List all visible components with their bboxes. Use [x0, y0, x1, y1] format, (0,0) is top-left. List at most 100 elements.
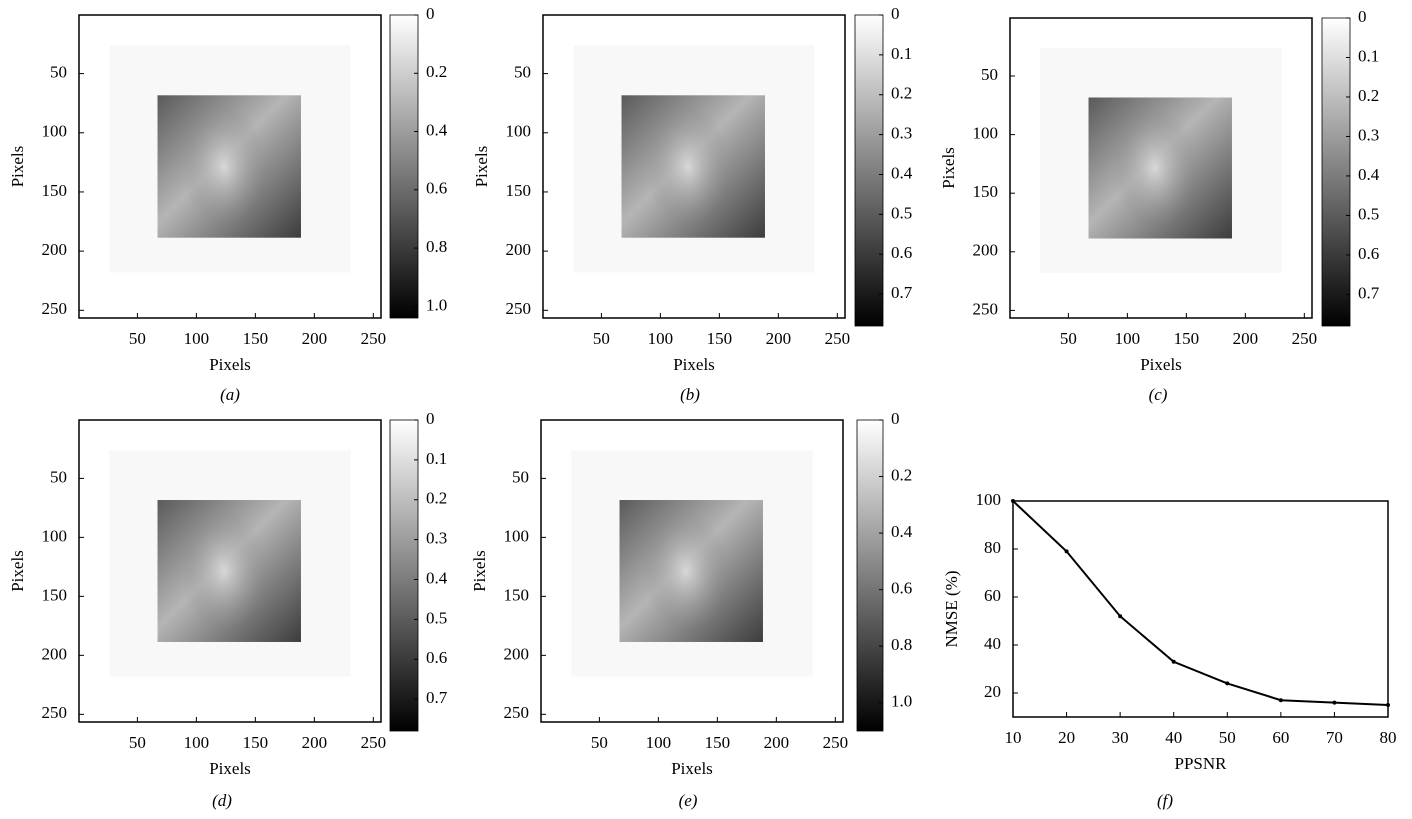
y-tick-label: 100 — [42, 122, 68, 141]
colorbar-tick-label: 0 — [891, 409, 900, 428]
x-tick-label: 50 — [591, 733, 608, 752]
x-axis-label: Pixels — [209, 355, 251, 374]
face-highlight — [645, 105, 731, 228]
x-tick-label: 200 — [302, 733, 328, 752]
y-tick-label: 100 — [504, 526, 530, 545]
x-tick-label: 20 — [1058, 728, 1075, 747]
x-axis-label: PPSNR — [1175, 754, 1228, 773]
colorbar-tick-label: 0.7 — [426, 688, 448, 707]
x-tick-label: 100 — [646, 733, 672, 752]
colorbar-tick-label: 0.1 — [426, 449, 447, 468]
face-highlight — [181, 510, 267, 632]
y-tick-label: 150 — [506, 181, 532, 200]
y-tick-label: 100 — [976, 490, 1002, 509]
y-tick-label: 200 — [42, 644, 68, 663]
colorbar-tick-label: 0.3 — [426, 529, 447, 548]
colorbar-tick-label: 0.2 — [891, 465, 912, 484]
x-axis-label: Pixels — [1140, 355, 1182, 374]
x-tick-label: 50 — [1060, 329, 1077, 348]
colorbar-tick-label: 0.5 — [426, 608, 447, 627]
colorbar-tick-label: 0.2 — [426, 62, 447, 81]
x-axis-label: Pixels — [209, 759, 251, 778]
y-tick-label: 250 — [504, 703, 530, 722]
colorbar-tick-label: 0.6 — [426, 648, 447, 667]
face-highlight — [643, 510, 729, 632]
x-tick-label: 150 — [243, 329, 269, 348]
colorbar — [856, 419, 884, 732]
y-tick-label: 50 — [514, 62, 531, 81]
y-tick-label: 50 — [50, 467, 67, 486]
caption: (e) — [679, 791, 698, 810]
colorbar-tick-label: 0 — [426, 4, 435, 23]
colorbar-tick-label: 0.4 — [426, 120, 448, 139]
point — [1011, 499, 1015, 503]
y-tick-label: 20 — [984, 682, 1001, 701]
x-tick-label: 50 — [593, 329, 610, 348]
colorbar-tick-label: 0.6 — [891, 579, 912, 598]
x-tick-label: 50 — [129, 329, 146, 348]
colorbar-tick-label: 0.4 — [426, 568, 448, 587]
x-tick-label: 30 — [1112, 728, 1129, 747]
colorbar-tick-label: 0.4 — [891, 163, 913, 182]
y-tick-label: 250 — [42, 299, 68, 318]
colorbar-tick-label: 0 — [1358, 7, 1367, 26]
y-tick-label: 50 — [512, 467, 529, 486]
x-tick-label: 200 — [302, 329, 328, 348]
x-tick-label: 250 — [361, 733, 387, 752]
y-tick-label: 100 — [506, 122, 532, 141]
y-tick-label: 50 — [50, 62, 67, 81]
y-tick-label: 150 — [973, 182, 999, 201]
colorbar-tick-label: 0.5 — [1358, 204, 1379, 223]
x-tick-label: 50 — [129, 733, 146, 752]
point — [1225, 681, 1230, 686]
colorbar-tick-label: 0.8 — [891, 635, 912, 654]
point — [1064, 549, 1069, 554]
x-tick-label: 200 — [1233, 329, 1259, 348]
y-tick-label: 150 — [504, 585, 530, 604]
x-tick-label: 200 — [764, 733, 790, 752]
x-tick-label: 10 — [1005, 728, 1022, 747]
x-tick-label: 150 — [1174, 329, 1200, 348]
y-axis-label: Pixels — [8, 550, 27, 592]
colorbar-tick-label: 0.4 — [1358, 165, 1380, 184]
x-tick-label: 100 — [1115, 329, 1141, 348]
y-tick-label: 150 — [42, 181, 68, 200]
x-tick-label: 100 — [184, 733, 210, 752]
colorbar-tick-label: 0.1 — [1358, 46, 1379, 65]
y-axis-label: Pixels — [939, 147, 958, 189]
colorbar-tick-label: 0.1 — [891, 44, 912, 63]
y-axis-label: Pixels — [470, 550, 489, 592]
y-tick-label: 100 — [973, 124, 999, 143]
plot-frame — [540, 419, 844, 723]
x-tick-label: 40 — [1165, 728, 1182, 747]
x-tick-label: 250 — [361, 329, 387, 348]
y-tick-label: 150 — [42, 585, 68, 604]
face-highlight — [1112, 108, 1198, 228]
x-tick-label: 70 — [1326, 728, 1343, 747]
y-tick-label: 50 — [981, 65, 998, 84]
y-tick-label: 200 — [504, 644, 530, 663]
y-axis-label: Pixels — [8, 146, 27, 188]
colorbar-tick-label: 0.4 — [891, 522, 913, 541]
caption: (a) — [220, 385, 240, 404]
colorbar-tick-label: 0.6 — [1358, 244, 1379, 263]
point — [1171, 659, 1176, 664]
y-tick-label: 250 — [506, 299, 532, 318]
colorbar-tick-label: 0 — [426, 409, 435, 428]
colorbar — [854, 14, 884, 327]
line — [1012, 500, 1389, 706]
x-tick-label: 150 — [707, 329, 733, 348]
x-tick-label: 100 — [648, 329, 674, 348]
y-tick-label: 200 — [42, 240, 68, 259]
colorbar-tick-label: 0.7 — [1358, 283, 1380, 302]
colorbar-tick-label: 0.3 — [891, 124, 912, 143]
colorbar — [1321, 17, 1351, 327]
point — [1118, 614, 1123, 619]
x-axis-label: Pixels — [671, 759, 713, 778]
y-axis-label: Pixels — [472, 146, 491, 188]
colorbar-tick-label: 0.2 — [891, 84, 912, 103]
x-tick-label: 250 — [823, 733, 849, 752]
x-tick-label: 150 — [243, 733, 269, 752]
y-tick-label: 250 — [42, 703, 68, 722]
